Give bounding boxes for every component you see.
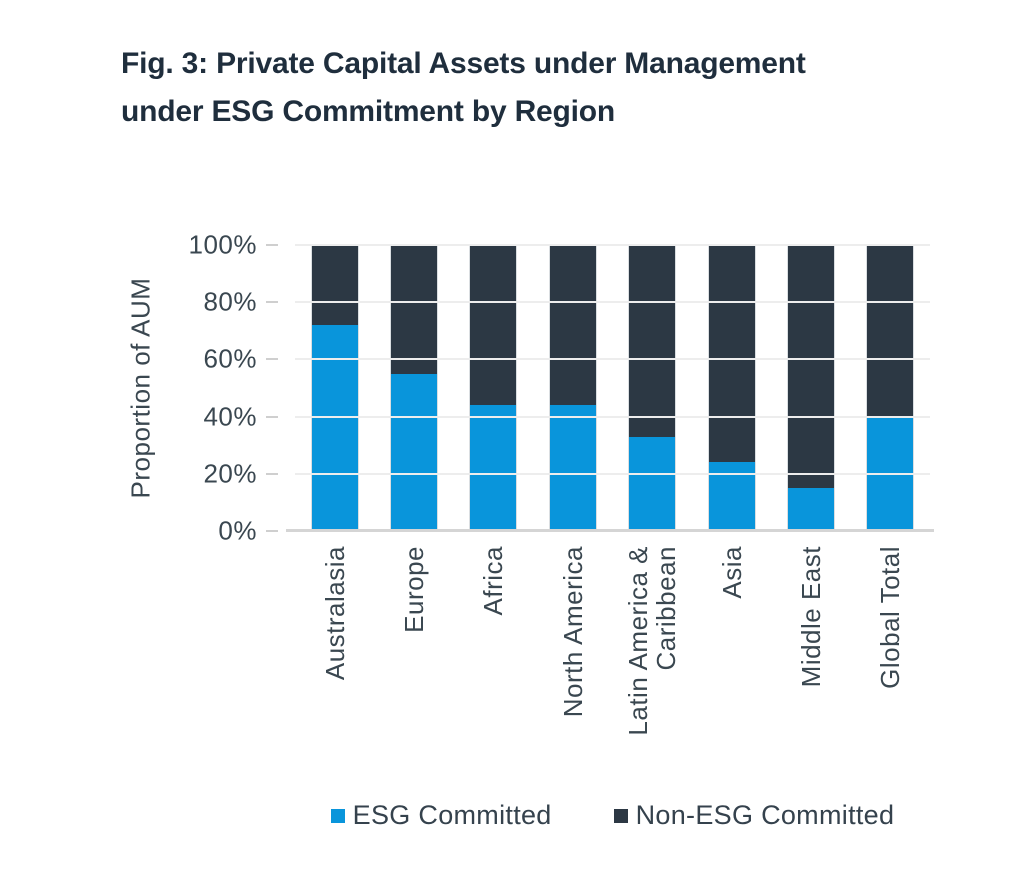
segment-non-esg-committed-middle-east	[787, 245, 834, 489]
gridline-0	[286, 529, 934, 532]
gridline-80	[295, 301, 930, 304]
bar-north-america	[549, 245, 596, 531]
bar-australasia	[311, 245, 358, 531]
y-tick-label-100: 100%	[188, 229, 257, 260]
bar-cell-africa	[454, 245, 533, 531]
figure-title-line-1: Fig. 3: Private Capital Assets under Man…	[121, 47, 806, 80]
segment-non-esg-committed-asia	[708, 245, 755, 463]
segment-esg-committed-north-america	[549, 405, 596, 531]
segment-non-esg-committed-north-america	[549, 245, 596, 406]
x-label-cell-asia: Asia	[692, 545, 771, 785]
x-label-australasia: Australasia	[319, 546, 350, 681]
x-label-cell-middle-east: Middle East	[771, 545, 850, 785]
legend: ESG Committed Non-ESG Committed	[295, 800, 930, 831]
y-tick-mark-100	[266, 244, 278, 246]
legend-marker-esg-committed	[330, 808, 345, 823]
bar-cell-australasia	[295, 245, 374, 531]
y-tick-label-80: 80%	[203, 286, 257, 317]
x-label-africa: Africa	[478, 546, 509, 616]
x-label-cell-europe: Europe	[374, 545, 453, 785]
x-label-latin-america-caribbean: Latin America & Caribbean	[623, 546, 682, 736]
segment-non-esg-committed-africa	[470, 245, 517, 406]
bar-cell-middle-east	[771, 245, 850, 531]
bar-europe	[391, 245, 438, 531]
bar-cell-global-total	[851, 245, 930, 531]
bar-cell-asia	[692, 245, 771, 531]
plot-area	[286, 244, 934, 532]
y-axis-tick-labels: 100% 80% 60% 40% 20% 0%	[150, 230, 257, 546]
segment-esg-committed-africa	[470, 405, 517, 531]
gridline-20	[295, 472, 930, 475]
legend-item-non-esg-committed: Non-ESG Committed	[613, 800, 895, 831]
figure-title-line-2: under ESG Commitment by Region	[121, 95, 616, 128]
bar-asia	[708, 245, 755, 531]
bar-cell-north-america	[533, 245, 612, 531]
bar-africa	[470, 245, 517, 531]
bar-global-total	[867, 245, 914, 531]
segment-esg-committed-australasia	[311, 325, 358, 531]
y-tick-label-20: 20%	[203, 458, 257, 489]
x-axis-category-labels: Australasia Europe Africa North America Lati…	[295, 545, 930, 785]
x-label-north-america: North America	[557, 546, 588, 718]
bar-middle-east	[787, 245, 834, 531]
legend-marker-non-esg-committed	[613, 808, 628, 823]
legend-label-esg-committed: ESG Committed	[352, 800, 552, 830]
x-label-europe: Europe	[399, 546, 430, 633]
y-tick-mark-20	[266, 472, 278, 475]
bar-latin-america-caribbean	[629, 245, 676, 531]
y-tick-mark-60	[266, 358, 278, 361]
bar-cell-latin-america-caribbean	[613, 245, 692, 531]
gridline-40	[295, 415, 930, 418]
y-tick-label-60: 60%	[203, 343, 257, 374]
segment-esg-committed-latin-america-caribbean	[629, 436, 676, 531]
segment-non-esg-committed-latin-america-caribbean	[629, 245, 676, 437]
x-label-cell-australasia: Australasia	[295, 545, 374, 785]
x-label-cell-north-america: North America	[533, 545, 612, 785]
figure-title: Fig. 3: Private Capital Assets under Man…	[121, 40, 806, 136]
legend-label-non-esg-committed: Non-ESG Committed	[635, 800, 895, 830]
bars-container	[295, 245, 930, 531]
x-label-asia: Asia	[716, 546, 747, 599]
gridline-60	[295, 358, 930, 361]
gridline-100	[295, 244, 930, 246]
legend-item-esg-committed: ESG Committed	[330, 800, 552, 831]
segment-esg-committed-europe	[391, 373, 438, 531]
y-tick-label-40: 40%	[203, 401, 257, 432]
segment-non-esg-committed-global-total	[867, 245, 914, 417]
x-label-cell-africa: Africa	[454, 545, 533, 785]
x-label-cell-latin-america-caribbean: Latin America & Caribbean	[613, 545, 692, 785]
segment-non-esg-committed-australasia	[311, 245, 358, 326]
x-label-global-total: Global Total	[875, 546, 906, 689]
bar-cell-europe	[374, 245, 453, 531]
y-axis-tick-marks	[266, 244, 278, 532]
segment-non-esg-committed-europe	[391, 245, 438, 374]
y-tick-mark-0	[266, 530, 278, 532]
x-label-middle-east: Middle East	[795, 546, 826, 688]
x-label-cell-global-total: Global Total	[851, 545, 930, 785]
y-tick-label-0: 0%	[218, 515, 257, 546]
y-tick-mark-40	[266, 415, 278, 418]
segment-esg-committed-middle-east	[787, 488, 834, 531]
y-tick-mark-80	[266, 301, 278, 304]
